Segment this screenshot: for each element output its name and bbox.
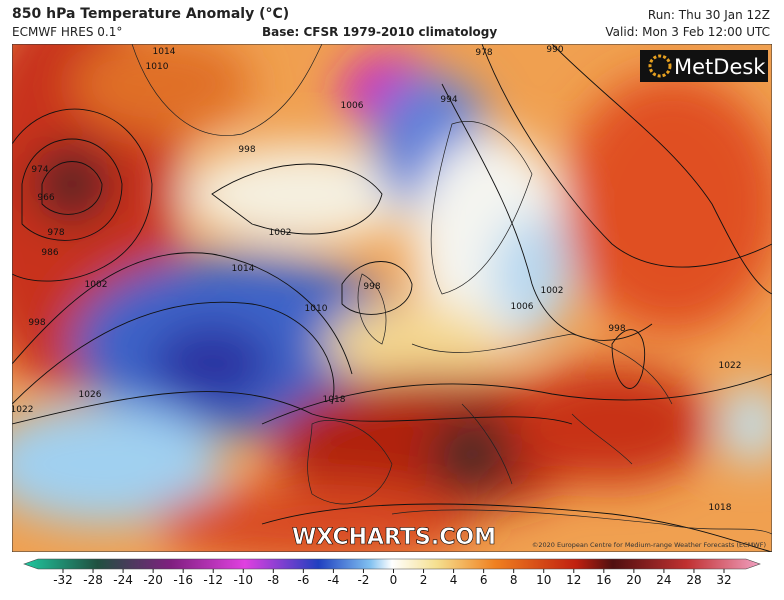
colorbar-tick-label: 8: [510, 573, 518, 587]
isobar-label: 1018: [709, 503, 732, 513]
isobar-label: 1026: [79, 390, 102, 400]
colorbar-tick-label: -4: [327, 573, 339, 587]
colorbar-tick-label: 4: [450, 573, 458, 587]
isobar-label: 986: [41, 248, 58, 258]
colorbar-tick-label: 10: [536, 573, 551, 587]
colorbar-tick-label: -2: [357, 573, 369, 587]
logo-text: MetDesk: [674, 55, 766, 79]
colorbar-tick-label: 0: [390, 573, 398, 587]
colorbar-tick-label: 20: [626, 573, 641, 587]
copyright: ©2020 European Centre for Medium-range W…: [532, 541, 766, 549]
isobar-label: 1014: [153, 47, 176, 57]
isobar-label: 978: [475, 48, 492, 58]
colorbar-tick-label: -8: [267, 573, 279, 587]
colorbar: -32 -28 -24 -20 -16 -12 -10 -8 -6 -4 -2 0 2 4 6 8 10 12 16…: [23, 558, 761, 587]
watermark: WXCHARTS.COM: [292, 525, 496, 550]
colorbar-tick-label: -32: [53, 573, 73, 587]
isobars: [12, 44, 772, 552]
isobar-label: 1014: [232, 264, 255, 274]
isobar-label: 998: [238, 145, 255, 155]
isobar-label: 974: [31, 165, 48, 175]
colorbar-tick-label: -24: [113, 573, 133, 587]
colorbar-tick-label: -10: [233, 573, 253, 587]
isobar-label: 1010: [146, 62, 169, 72]
title: 850 hPa Temperature Anomaly (°C): [12, 6, 290, 22]
isobar-label: 1002: [541, 286, 564, 296]
isobar-label: 1006: [341, 101, 364, 111]
isobar-label: 998: [363, 282, 380, 292]
isobar-label: 1018: [323, 395, 346, 405]
map: 1014 1010 990 978 1006 998 994 1002 1014 1010 998 1…: [12, 44, 772, 552]
colorbar-tick-label: 16: [596, 573, 611, 587]
colorbar-bar: [23, 558, 761, 570]
valid: Valid: Mon 3 Feb 12:00 UTC: [605, 25, 770, 39]
logo-icon: [648, 54, 672, 78]
colorbar-tick-label: 6: [480, 573, 488, 587]
isobar-label: 966: [37, 193, 54, 203]
colorbar-tick-label: 24: [656, 573, 671, 587]
isobar-label: 1002: [85, 280, 108, 290]
logo-box: [640, 50, 768, 82]
colorbar-tick-label: -12: [203, 573, 223, 587]
isobar-label: 990: [546, 45, 563, 55]
model: ECMWF HRES 0.1°: [12, 25, 123, 39]
colorbar-tick-label: 2: [420, 573, 428, 587]
isobar-label: 1022: [719, 361, 742, 371]
colorbar-tick-label: 28: [686, 573, 701, 587]
colorbar-tick-label: 32: [716, 573, 731, 587]
isobar-label: 998: [608, 324, 625, 334]
run: Run: Thu 30 Jan 12Z: [647, 8, 770, 22]
colorbar-tick-label: -6: [297, 573, 309, 587]
isobar-label: 1010: [305, 304, 328, 314]
base: Base: CFSR 1979-2010 climatology: [262, 25, 498, 39]
colorbar-tick-label: -16: [173, 573, 193, 587]
isobar-label: 1002: [269, 228, 292, 238]
colorbar-tick-label: 12: [566, 573, 581, 587]
anomaly-field: 1014 1010 990 978 1006 998 994 1002 1014 1010 998 1…: [12, 44, 772, 552]
isobar-label: 994: [440, 95, 457, 105]
isobar-label: 978: [47, 228, 64, 238]
isobar-label: 1022: [12, 405, 33, 415]
isobar-label: 1006: [511, 302, 534, 312]
colorbar-tick-label: -28: [83, 573, 103, 587]
coastlines: [131, 44, 772, 535]
isobar-label: 998: [28, 318, 45, 328]
colorbar-tick-label: -20: [143, 573, 163, 587]
